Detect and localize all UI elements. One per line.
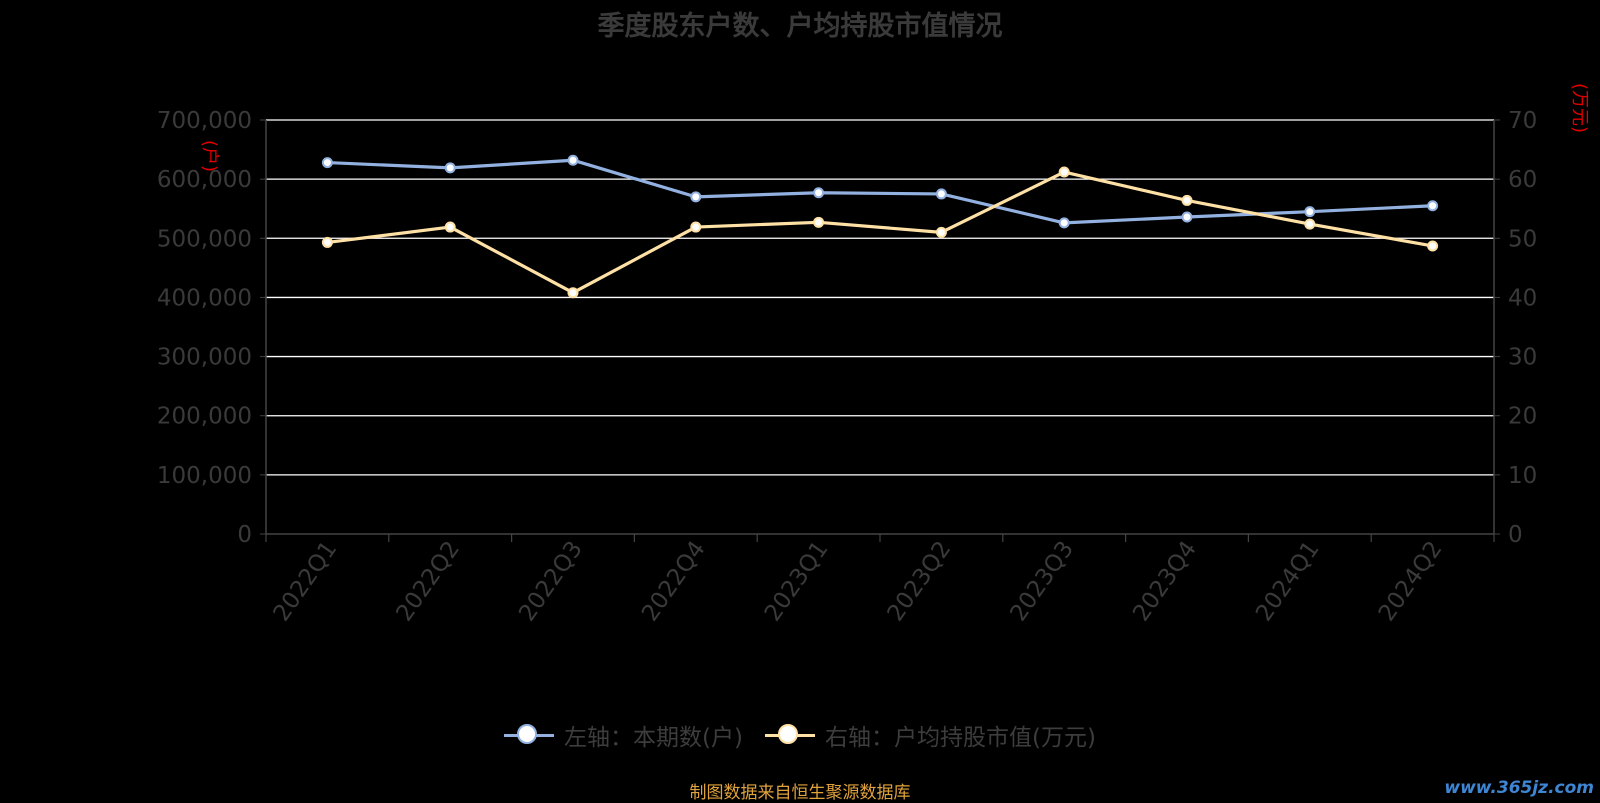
data-point-avg-value — [1304, 218, 1316, 230]
x-tick-label: 2023Q1 — [760, 537, 834, 627]
y-left-tick-label: 200,000 — [157, 404, 252, 430]
legend-item-left-axis[interactable]: 左轴：本期数(户) — [504, 718, 743, 752]
x-tick-label: 2023Q4 — [1128, 537, 1202, 627]
x-tick-label: 2024Q1 — [1251, 537, 1325, 627]
watermark: www.365jz.com — [1444, 778, 1594, 798]
data-point-avg-value — [690, 221, 702, 233]
legend-item-right-axis[interactable]: 右轴：户均持股市值(万元) — [765, 718, 1096, 752]
data-point-avg-value — [321, 236, 333, 248]
data-source-note: 制图数据来自恒生聚源数据库 — [689, 783, 911, 803]
y-left-tick-label: 0 — [237, 522, 252, 548]
y-left-tick-label: 700,000 — [157, 108, 252, 134]
data-point-holders — [444, 162, 456, 174]
y-right-unit-label: (万元) — [1569, 83, 1590, 133]
data-point-holders — [1058, 217, 1070, 229]
y-right-tick-label: 30 — [1508, 345, 1537, 371]
y-right-tick-label: 20 — [1508, 404, 1537, 430]
data-point-holders — [1304, 206, 1316, 218]
y-right-tick-label: 40 — [1508, 285, 1537, 311]
data-point-avg-value — [935, 226, 947, 238]
y-left-tick-label: 500,000 — [157, 226, 252, 252]
legend-label-right: 右轴：户均持股市值(万元) — [825, 725, 1096, 751]
x-tick-label: 2022Q2 — [391, 537, 465, 627]
x-tick-label: 2024Q2 — [1374, 537, 1448, 627]
data-point-holders — [321, 157, 333, 169]
y-left-tick-label: 600,000 — [157, 167, 252, 193]
legend-label-left: 左轴：本期数(户) — [564, 725, 743, 751]
x-tick-label: 2023Q2 — [883, 537, 957, 627]
y-right-tick-label: 70 — [1508, 108, 1537, 134]
data-point-avg-value — [1427, 240, 1439, 252]
y-left-tick-label: 100,000 — [157, 463, 252, 489]
data-point-holders — [567, 154, 579, 166]
x-tick-label: 2022Q1 — [269, 537, 343, 627]
data-point-holders — [935, 188, 947, 200]
y-left-unit-label: (户) — [199, 140, 220, 172]
data-point-holders — [690, 191, 702, 203]
series-line-holders — [327, 158, 1433, 225]
data-point-holders — [1181, 211, 1193, 223]
y-right-tick-label: 50 — [1508, 226, 1537, 252]
x-tick-label: 2023Q3 — [1005, 537, 1079, 627]
y-right-tick-label: 0 — [1508, 522, 1523, 548]
y-left-tick-label: 400,000 — [157, 285, 252, 311]
x-tick-label: 2022Q3 — [514, 537, 588, 627]
y-left-tick-label: 300,000 — [157, 345, 252, 371]
dual-axis-line-chart: 0 100,000 200,000 300,000 400,000 500,000 600,… — [157, 83, 1590, 627]
legend-marker-right — [765, 723, 815, 747]
data-point-avg-value — [813, 216, 825, 228]
series-line-avg-value — [327, 170, 1433, 295]
x-tick-label: 2022Q4 — [637, 537, 711, 627]
data-point-avg-value — [567, 287, 579, 299]
legend-marker-left — [504, 723, 555, 747]
legend: 左轴：本期数(户) 右轴：户均持股市值(万元) — [0, 718, 1600, 752]
y-right-tick-label: 10 — [1508, 463, 1537, 489]
data-point-holders — [1427, 200, 1439, 212]
data-point-holders — [813, 187, 825, 199]
data-point-avg-value — [1181, 194, 1193, 206]
chart-title: 季度股东户数、户均持股市值情况 — [597, 11, 1003, 42]
data-point-avg-value — [444, 221, 456, 233]
data-point-avg-value — [1058, 166, 1070, 178]
y-right-tick-label: 60 — [1508, 167, 1537, 193]
